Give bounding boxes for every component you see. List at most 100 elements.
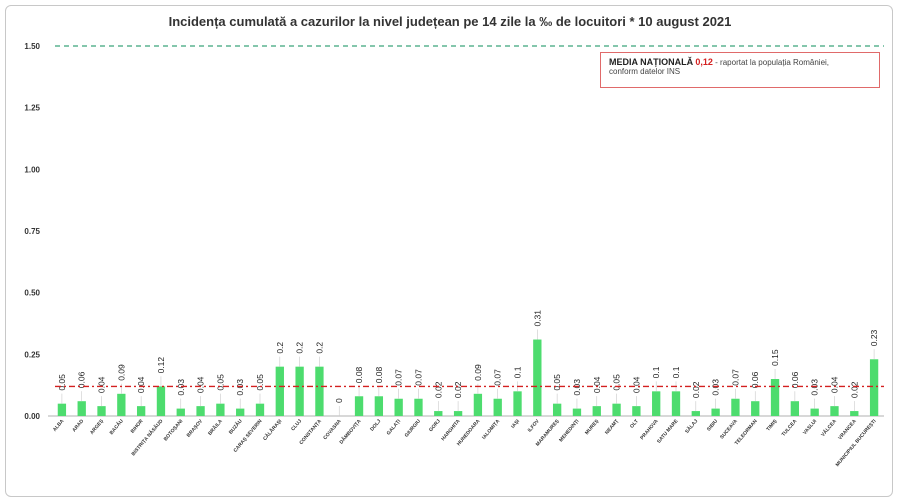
category-label: COVASNA xyxy=(322,418,343,441)
value-label: 0.03 xyxy=(176,379,186,396)
category-label: BUZĂU xyxy=(227,417,244,435)
value-label: 0.09 xyxy=(473,364,483,381)
y-tick-label: 0.75 xyxy=(24,227,40,236)
bar xyxy=(830,406,839,416)
bar xyxy=(117,393,126,416)
value-label: 0.04 xyxy=(196,376,206,393)
value-label: 0.04 xyxy=(829,376,839,393)
category-label: ARAD xyxy=(71,418,85,433)
value-label: 0.04 xyxy=(592,376,602,393)
value-label: 0.07 xyxy=(730,369,740,386)
value-label: 0.06 xyxy=(790,371,800,388)
value-label: 0.08 xyxy=(354,366,364,383)
category-label: MUREȘ xyxy=(584,418,601,436)
bar xyxy=(790,401,800,416)
y-tick-label: 0.25 xyxy=(24,350,40,359)
bar xyxy=(612,403,621,416)
y-tick-label: 1.25 xyxy=(24,104,40,113)
bar xyxy=(434,411,443,416)
y-tick-label: 0.50 xyxy=(24,289,40,298)
category-label: TIMIȘ xyxy=(765,418,779,433)
category-label: SATU MARE xyxy=(656,418,680,445)
category-label: SUCEAVA xyxy=(719,418,739,440)
bar xyxy=(156,386,166,416)
bar xyxy=(731,398,740,416)
value-label: 0.02 xyxy=(433,381,443,398)
value-label: 0.07 xyxy=(394,369,404,386)
value-label: 0.04 xyxy=(136,376,146,393)
bar xyxy=(493,398,502,416)
category-label: IALOMIȚA xyxy=(481,418,501,441)
value-label: 0.05 xyxy=(552,374,562,391)
value-label: 0.31 xyxy=(532,310,542,327)
bar xyxy=(295,366,304,416)
category-label: VÂLCEA xyxy=(819,417,838,438)
legend-label: MEDIA NAȚIONALĂ xyxy=(609,57,694,67)
value-label: 0.1 xyxy=(671,366,681,378)
bar xyxy=(473,393,483,416)
category-label: ARGEȘ xyxy=(89,418,105,436)
category-label: IAȘI xyxy=(510,418,521,430)
value-label: 0.06 xyxy=(750,371,760,388)
value-label: 0.06 xyxy=(77,371,87,388)
category-label: ILFOV xyxy=(527,418,541,434)
category-label: BRAȘOV xyxy=(186,418,205,439)
category-label: CLUJ xyxy=(290,418,303,432)
bar xyxy=(751,401,760,416)
bar xyxy=(77,401,86,416)
bar xyxy=(394,398,403,416)
category-label: GIURGIU xyxy=(404,418,423,439)
value-label: 0.04 xyxy=(97,376,107,393)
value-label: 0.2 xyxy=(314,342,324,354)
value-label: 0.12 xyxy=(156,357,166,374)
value-label: 0.02 xyxy=(453,381,463,398)
bar xyxy=(354,396,364,416)
chart-title: Incidența cumulată a cazurilor la nivel … xyxy=(168,14,732,29)
legend-value: 0,12 xyxy=(695,57,713,67)
bar xyxy=(236,408,245,416)
value-label: 0.05 xyxy=(255,374,265,391)
reference-lines xyxy=(55,45,884,388)
bar xyxy=(275,366,284,416)
bar xyxy=(374,396,384,416)
bars xyxy=(57,329,879,416)
bar xyxy=(652,391,661,416)
bar xyxy=(216,403,225,416)
bar xyxy=(850,411,859,416)
category-label: BRĂILA xyxy=(206,417,224,436)
value-label: 0.05 xyxy=(215,374,225,391)
category-label: BOTOȘANI xyxy=(163,418,185,442)
value-label: 0.05 xyxy=(612,374,622,391)
value-label: 0.08 xyxy=(374,366,384,383)
category-label: SIBIU xyxy=(706,418,719,432)
value-label: 0.23 xyxy=(869,329,879,346)
bar xyxy=(632,406,641,416)
bar xyxy=(315,366,324,416)
value-label: 0.1 xyxy=(651,366,661,378)
category-label: SĂLAJ xyxy=(683,418,699,435)
bar xyxy=(196,406,205,416)
y-tick-label: 0.00 xyxy=(24,412,40,421)
bar xyxy=(533,339,542,416)
category-label: NEAMȚ xyxy=(604,418,620,435)
value-label: 0.15 xyxy=(770,349,780,366)
bar xyxy=(691,411,700,416)
value-label: 0.05 xyxy=(57,374,67,391)
bar xyxy=(453,411,463,416)
value-label: 0.07 xyxy=(493,369,503,386)
bar xyxy=(552,403,562,416)
bar xyxy=(671,391,681,416)
bar xyxy=(869,359,879,416)
category-label: PRAHOVA xyxy=(639,418,660,441)
bar xyxy=(176,408,185,416)
category-label: MUNICIPIUL BUCUREȘTI xyxy=(835,418,878,468)
value-label: 0.02 xyxy=(849,381,859,398)
bar xyxy=(255,403,265,416)
category-label: VRANCEA xyxy=(837,418,858,441)
bar xyxy=(414,398,423,416)
bar xyxy=(136,406,146,416)
bar xyxy=(592,406,601,416)
bar xyxy=(513,391,522,416)
